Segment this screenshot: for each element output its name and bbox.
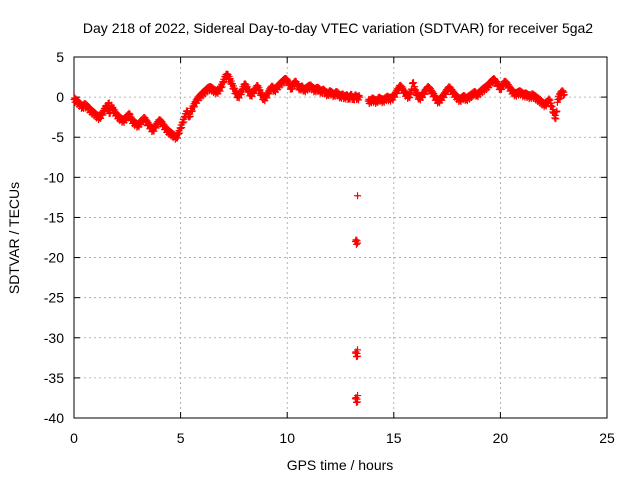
y-tick-label: -40: [44, 410, 64, 426]
data-point: [354, 192, 362, 200]
plot-frame: [73, 56, 608, 419]
grid-lines: [74, 57, 607, 418]
data-point: [356, 93, 364, 101]
y-tick-label: -10: [44, 169, 64, 185]
x-tick-label: 20: [493, 430, 509, 446]
data-point: [354, 398, 362, 406]
x-axis-label: GPS time / hours: [287, 457, 394, 473]
x-tick-label: 0: [70, 430, 78, 446]
y-tick-label: -35: [44, 370, 64, 386]
x-tick-label: 25: [599, 430, 615, 446]
x-tick-labels: 0 5 10 15 20 25: [70, 430, 615, 446]
y-tick-label: -30: [44, 330, 64, 346]
x-tick-label: 15: [386, 430, 402, 446]
y-tick-label: -20: [44, 250, 64, 266]
x-tick-label: 10: [279, 430, 295, 446]
y-tick-label: 0: [56, 89, 64, 105]
y-tick-label: -25: [44, 290, 64, 306]
data-point: [410, 79, 418, 87]
y-tick-labels: 5 0 -5 -10 -15 -20 -25 -30 -35 -40: [44, 49, 64, 426]
data-point: [556, 94, 564, 102]
axis-ticks: [73, 56, 608, 419]
data-point: [354, 239, 362, 247]
data-point: [354, 352, 362, 360]
data-point: [552, 115, 560, 123]
data-marks: [70, 70, 568, 406]
data-point: [553, 107, 561, 115]
x-tick-label: 5: [177, 430, 185, 446]
chart-title: Day 218 of 2022, Sidereal Day-to-day VTE…: [83, 20, 593, 36]
y-axis-label: SDTVAR / TECUs: [6, 182, 22, 294]
data-point: [560, 91, 568, 99]
y-tick-label: 5: [56, 49, 64, 65]
y-tick-label: -5: [52, 129, 65, 145]
y-tick-label: -15: [44, 209, 64, 225]
data-point: [104, 100, 112, 108]
